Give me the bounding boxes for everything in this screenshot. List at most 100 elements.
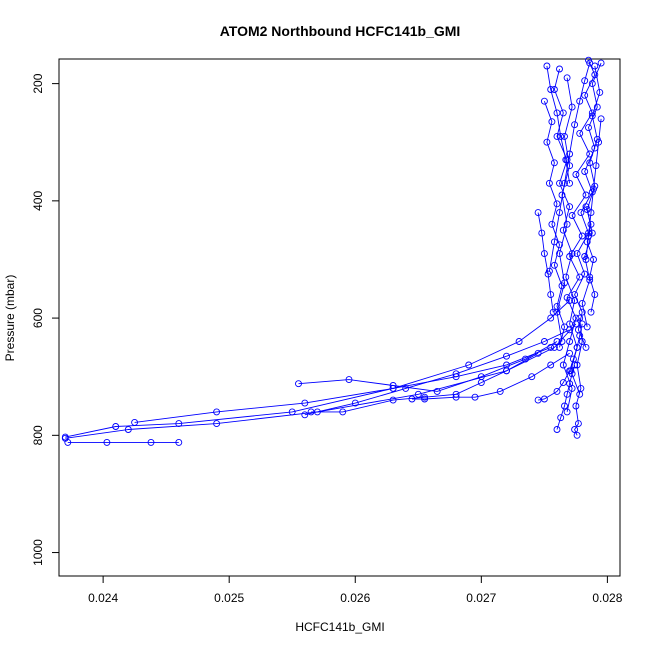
data-point	[301, 399, 309, 407]
profile-series	[64, 438, 183, 446]
data-point	[213, 420, 221, 428]
data-point	[131, 418, 139, 426]
data-point	[545, 179, 553, 187]
data-point	[566, 380, 574, 388]
x-tick-label: 0.027	[466, 591, 496, 605]
data-point	[588, 112, 596, 120]
profile-series	[61, 320, 580, 442]
data-point	[586, 273, 594, 281]
data-point	[573, 250, 581, 258]
profile-series	[553, 74, 576, 345]
profile-line	[585, 206, 596, 313]
profile-line	[543, 101, 565, 348]
profile-line	[553, 68, 581, 395]
y-tick-label: 200	[31, 73, 45, 93]
data-point	[582, 203, 590, 211]
data-point	[581, 77, 589, 85]
data-point	[561, 132, 568, 140]
profile-line	[556, 364, 576, 430]
data-point	[576, 273, 584, 281]
data-point	[566, 297, 574, 304]
profile-line	[134, 346, 551, 423]
data-point	[553, 387, 561, 395]
profile-series	[543, 62, 574, 187]
data-point	[561, 279, 568, 287]
profile-series	[301, 326, 574, 419]
data-point	[581, 270, 589, 278]
data-point	[553, 109, 561, 117]
y-tick-label: 600	[31, 308, 45, 328]
data-point	[576, 97, 584, 105]
profile-series	[408, 349, 574, 403]
data-point	[345, 376, 353, 384]
profile-line	[556, 77, 573, 342]
series-layer	[61, 56, 605, 446]
data-point	[103, 438, 111, 446]
data-point	[124, 426, 132, 433]
data-point	[578, 338, 586, 345]
data-point	[583, 323, 591, 331]
data-point	[563, 74, 571, 82]
data-point	[563, 390, 571, 398]
profile-series	[540, 97, 568, 351]
profile-series	[571, 314, 586, 439]
data-point	[581, 91, 589, 99]
profile-line	[581, 65, 601, 327]
data-point	[587, 209, 595, 217]
data-point	[571, 426, 579, 433]
data-point	[556, 250, 563, 258]
data-point	[563, 408, 571, 416]
data-point	[550, 261, 558, 269]
profile-series	[553, 361, 579, 433]
data-point	[595, 138, 603, 146]
data-point	[568, 250, 576, 258]
data-point	[559, 361, 567, 369]
data-point	[538, 229, 546, 237]
data-point	[566, 203, 574, 211]
data-point	[543, 138, 551, 146]
y-axis: 200 400 600 800 1000	[31, 73, 59, 566]
data-point	[452, 370, 460, 378]
data-point	[562, 156, 570, 164]
data-point	[540, 97, 548, 105]
data-point	[553, 200, 561, 208]
data-point	[573, 431, 581, 439]
data-point	[550, 159, 558, 167]
profile-series	[578, 62, 604, 331]
profile-line	[574, 318, 583, 436]
data-point	[421, 393, 429, 401]
data-point	[566, 150, 574, 158]
profile-series	[295, 338, 561, 395]
profile-line	[304, 329, 570, 416]
data-point	[402, 384, 410, 392]
data-point	[578, 299, 586, 307]
profile-line	[538, 323, 583, 401]
data-point	[566, 338, 574, 345]
data-point	[548, 220, 556, 228]
data-point	[586, 59, 594, 67]
data-point	[547, 291, 555, 299]
data-point	[112, 423, 120, 430]
data-point	[577, 384, 585, 392]
data-point	[503, 367, 510, 375]
data-point	[597, 115, 605, 123]
data-point	[576, 314, 584, 322]
data-point	[553, 426, 561, 433]
data-point	[547, 343, 555, 351]
data-point	[578, 308, 586, 316]
y-tick-label: 1000	[31, 539, 45, 566]
x-tick-label: 0.024	[88, 591, 118, 605]
x-tick-label: 0.026	[340, 591, 370, 605]
data-point	[568, 370, 576, 378]
data-point	[596, 88, 604, 96]
profile-line	[65, 323, 577, 439]
data-point	[534, 349, 542, 357]
data-point	[471, 393, 479, 401]
data-point	[556, 209, 563, 217]
data-point	[175, 420, 183, 428]
data-point	[556, 343, 563, 351]
data-point	[576, 129, 584, 137]
profile-series	[545, 59, 594, 275]
data-point	[582, 256, 590, 263]
